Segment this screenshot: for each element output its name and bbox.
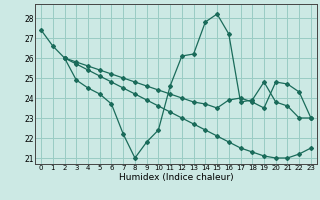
X-axis label: Humidex (Indice chaleur): Humidex (Indice chaleur) xyxy=(119,173,233,182)
